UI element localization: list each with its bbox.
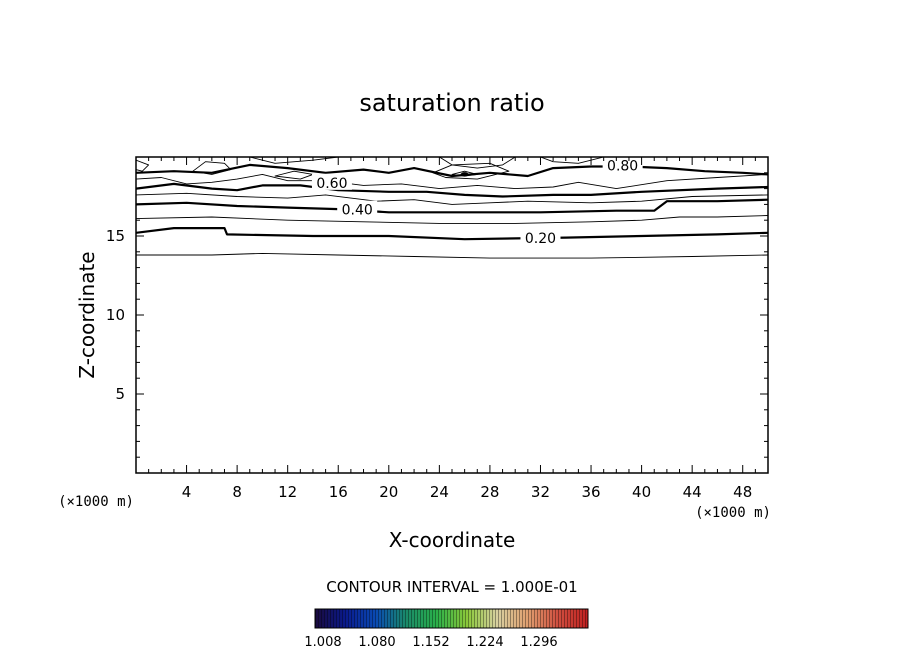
contour-label-bg-1	[337, 200, 378, 217]
contour-interval-text: CONTOUR INTERVAL = 1.000E-01	[326, 578, 577, 596]
contour-labels: 0.20 0.40 0.60 0.80	[311, 156, 643, 247]
y-tick-labels: 5 10 15	[106, 227, 125, 403]
y-tick-label: 10	[106, 306, 125, 324]
contour-line-15	[136, 159, 150, 172]
contour-line-6	[136, 173, 768, 190]
contour-line-14	[432, 162, 510, 180]
chart-title: saturation ratio	[359, 89, 544, 117]
contour-line-9	[439, 157, 516, 169]
x-tick-label: 32	[531, 483, 550, 501]
colorbar-stripes	[315, 609, 588, 628]
x-tick-label: 40	[632, 483, 651, 501]
contour-line-2	[136, 215, 768, 224]
contour-line-0	[136, 252, 768, 259]
x-tick-label: 8	[232, 483, 242, 501]
contour-label-3: 0.80	[607, 158, 638, 174]
y-axis-label: Z-coordinate	[75, 251, 99, 378]
x-axis-label: X-coordinate	[389, 528, 516, 552]
contour-label-2: 0.60	[316, 176, 347, 192]
colorbar	[314, 608, 589, 629]
contour-line-12	[274, 170, 314, 180]
colorbar-label: 1.152	[412, 635, 449, 650]
colorbar-label: 1.224	[466, 635, 503, 650]
contour-label-bg-3	[602, 156, 643, 173]
colorbar-label: 1.080	[358, 635, 395, 650]
contour-max-marker	[460, 172, 469, 177]
x-tick-label: 24	[430, 483, 449, 501]
x-tick-labels: 4 8 12 16 20 24 28 32 36 40 44 48	[182, 483, 752, 501]
x-tick-label: 44	[683, 483, 702, 501]
axis-ticks	[136, 157, 768, 473]
x-tick-label: 28	[480, 483, 499, 501]
y-tick-label: 5	[115, 385, 125, 403]
y-tick-label: 15	[106, 227, 125, 245]
x-tick-label: 4	[182, 483, 192, 501]
colorbar-labels: 1.008 1.080 1.152 1.224 1.296	[304, 635, 557, 650]
contour-line-1	[136, 227, 768, 241]
x-tick-label: 20	[379, 483, 398, 501]
contour-line-13	[451, 170, 478, 177]
contour-line-8	[249, 157, 339, 164]
contour-label-bg-2	[311, 173, 352, 190]
x-tick-label: 12	[278, 483, 297, 501]
contour-line-10	[540, 157, 604, 164]
contour-label-bg-0	[520, 229, 561, 246]
contour-line-11	[192, 161, 232, 175]
x-tick-label: 36	[581, 483, 600, 501]
colorbar-frame	[314, 608, 589, 629]
x-unit-label-right: (×1000 m)	[695, 505, 771, 521]
contour-label-1: 0.40	[342, 203, 373, 219]
contour-line-7	[136, 163, 768, 178]
colorbar-label: 1.296	[520, 635, 557, 650]
colorbar-label: 1.008	[304, 635, 341, 650]
contour-label-0: 0.20	[525, 231, 556, 247]
x-tick-label: 48	[733, 483, 752, 501]
x-tick-label: 16	[329, 483, 348, 501]
contour-lines	[136, 157, 768, 259]
contour-line-5	[136, 182, 768, 198]
contour-line-3	[136, 198, 768, 214]
contour-line-4	[136, 192, 768, 205]
x-unit-label-left: (×1000 m)	[58, 494, 134, 510]
